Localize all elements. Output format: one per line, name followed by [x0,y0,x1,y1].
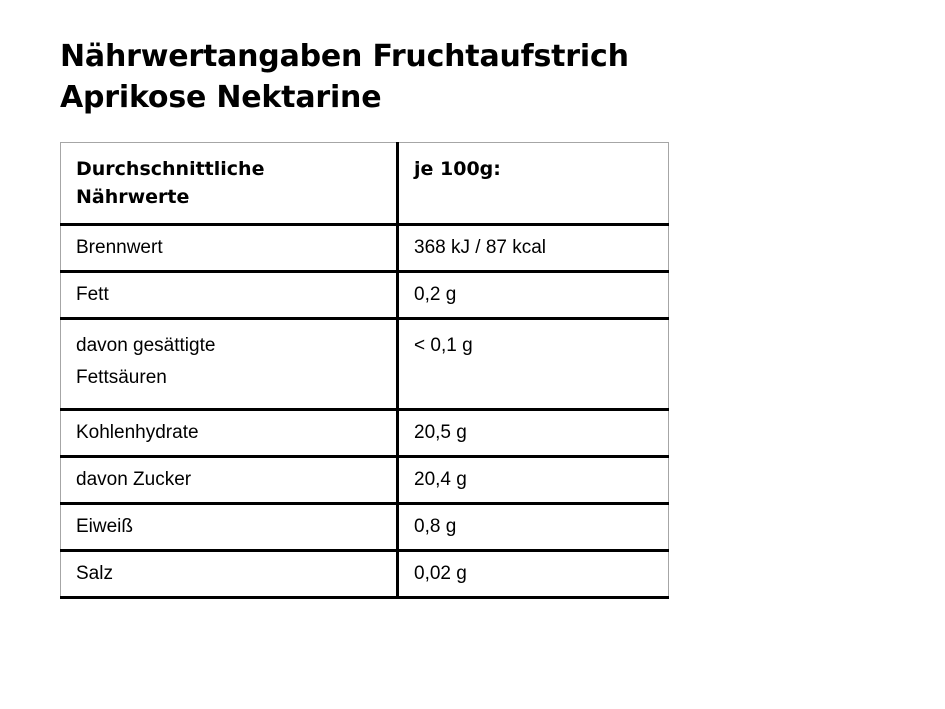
row-label-cell: davon Zucker [60,456,398,505]
row-label-text: Brennwert [76,237,163,258]
table-header-row: Durchschnittliche Nährwerte je 100g: [60,142,669,226]
table-row: davon Zucker 20,4 g [60,456,669,505]
header-cell-per-100g: je 100g: [396,142,669,226]
nutrition-facts-table: Durchschnittliche Nährwerte je 100g: Bre… [60,142,669,599]
row-value-text: < 0,1 g [414,335,473,356]
row-value-text: 0,02 g [414,563,467,584]
row-label-text: Fett [76,284,109,305]
table-row: Fett 0,2 g [60,271,669,320]
header-label-text: Durchschnittliche Nährwerte [76,158,265,208]
row-value-text: 20,5 g [414,422,467,443]
header-value-text: je 100g: [414,158,501,180]
row-label-text: Kohlenhydrate [76,422,199,443]
row-value-cell: 0,02 g [396,550,669,599]
table-row: Kohlenhydrate 20,5 g [60,409,669,458]
row-value-cell: < 0,1 g [396,318,669,411]
row-label-cell: Kohlenhydrate [60,409,398,458]
row-value-text: 20,4 g [414,469,467,490]
row-label-cell: Fett [60,271,398,320]
table-row: davon gesättigte Fettsäuren < 0,1 g [60,318,669,411]
header-cell-nutrient: Durchschnittliche Nährwerte [60,142,398,226]
row-value-cell: 0,2 g [396,271,669,320]
row-label-text: Eiweiß [76,516,134,537]
row-label-cell: Salz [60,550,398,599]
row-label-text: davon gesättigte Fettsäuren [76,335,216,388]
row-value-cell: 20,5 g [396,409,669,458]
row-label-cell: Brennwert [60,224,398,273]
row-label-text: Salz [76,563,113,584]
row-value-cell: 0,8 g [396,503,669,552]
table-row: Salz 0,02 g [60,550,669,599]
page-title: Nährwertangaben Fruchtaufstrich Aprikose… [60,39,629,115]
row-value-cell: 368 kJ / 87 kcal [396,224,669,273]
row-label-cell: davon gesättigte Fettsäuren [60,318,398,411]
row-value-cell: 20,4 g [396,456,669,505]
table-row: Brennwert 368 kJ / 87 kcal [60,224,669,273]
row-label-text: davon Zucker [76,469,192,490]
row-value-text: 368 kJ / 87 kcal [414,237,547,258]
row-value-text: 0,2 g [414,284,457,305]
row-label-cell: Eiweiß [60,503,398,552]
table-row: Eiweiß 0,8 g [60,503,669,552]
row-value-text: 0,8 g [414,516,457,537]
